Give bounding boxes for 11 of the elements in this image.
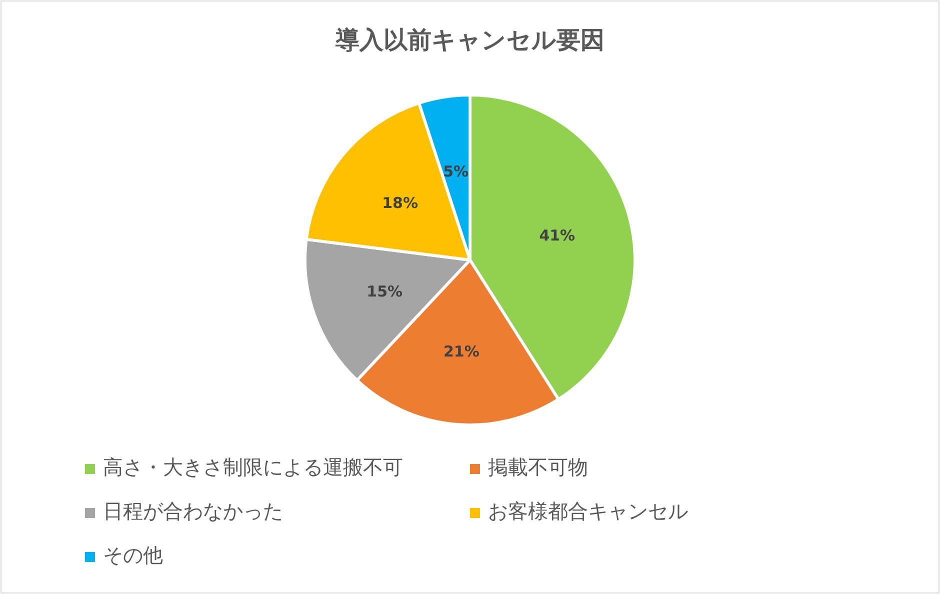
data-label: 15%	[366, 282, 403, 301]
legend-label: 掲載不可物	[488, 455, 588, 479]
data-label: 5%	[443, 162, 469, 180]
data-label: 41%	[539, 226, 576, 245]
legend-label: その他	[103, 543, 163, 567]
legend-label: 日程が合わなかった	[103, 499, 283, 523]
data-label: 18%	[382, 194, 418, 212]
legend-label: お客様都合キャンセル	[488, 499, 688, 523]
data-label: 21%	[444, 342, 480, 360]
legend-label: 高さ・大きさ制限による運搬不可	[103, 455, 403, 479]
chart-title: 導入以前キャンセル要因	[334, 26, 604, 54]
